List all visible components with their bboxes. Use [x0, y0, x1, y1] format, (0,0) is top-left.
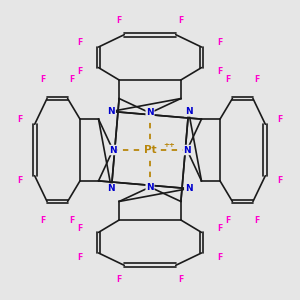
Text: N: N	[108, 107, 115, 116]
Text: F: F	[178, 16, 184, 25]
Text: F: F	[226, 215, 231, 224]
Text: F: F	[277, 115, 282, 124]
Text: N: N	[108, 184, 115, 193]
Text: F: F	[218, 38, 223, 47]
Text: N: N	[109, 146, 117, 154]
Text: N: N	[185, 184, 192, 193]
Text: F: F	[40, 76, 46, 85]
Text: F: F	[69, 76, 74, 85]
Text: F: F	[77, 224, 83, 233]
Text: F: F	[18, 176, 23, 185]
Text: N: N	[146, 108, 154, 117]
Text: ++: ++	[164, 142, 175, 148]
Text: F: F	[254, 215, 260, 224]
Text: F: F	[116, 16, 122, 25]
Text: N: N	[183, 146, 191, 154]
Text: N: N	[146, 183, 154, 192]
Text: F: F	[277, 176, 282, 185]
Text: F: F	[226, 76, 231, 85]
Text: F: F	[116, 275, 122, 284]
Text: N: N	[185, 107, 192, 116]
Text: F: F	[18, 115, 23, 124]
Text: F: F	[77, 67, 83, 76]
Text: Pt: Pt	[144, 145, 156, 155]
Text: F: F	[218, 253, 223, 262]
Text: F: F	[218, 224, 223, 233]
Text: F: F	[178, 275, 184, 284]
Text: F: F	[69, 215, 74, 224]
Text: F: F	[40, 215, 46, 224]
Text: F: F	[77, 38, 83, 47]
Text: F: F	[218, 67, 223, 76]
Text: F: F	[77, 253, 83, 262]
Text: F: F	[254, 76, 260, 85]
